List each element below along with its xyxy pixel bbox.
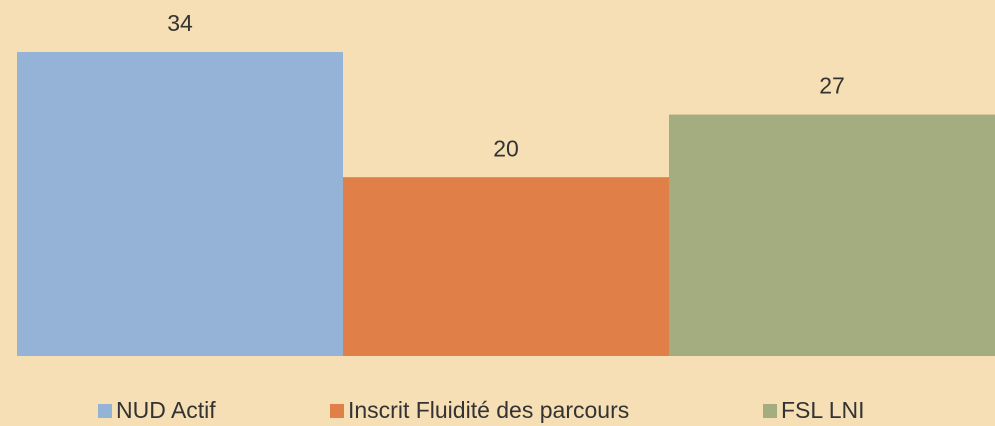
legend-swatch bbox=[98, 404, 112, 418]
legend-label: Inscrit Fluidité des parcours bbox=[348, 397, 629, 423]
legend-label: FSL LNI bbox=[781, 397, 865, 423]
data-label: 27 bbox=[819, 73, 845, 99]
bar bbox=[343, 177, 669, 356]
legend-swatch bbox=[330, 404, 344, 418]
data-label: 34 bbox=[167, 10, 193, 36]
bar bbox=[669, 114, 995, 357]
legend-label: NUD Actif bbox=[116, 397, 216, 423]
bar bbox=[17, 52, 343, 356]
legend-swatch bbox=[763, 404, 777, 418]
data-label: 20 bbox=[493, 135, 519, 161]
